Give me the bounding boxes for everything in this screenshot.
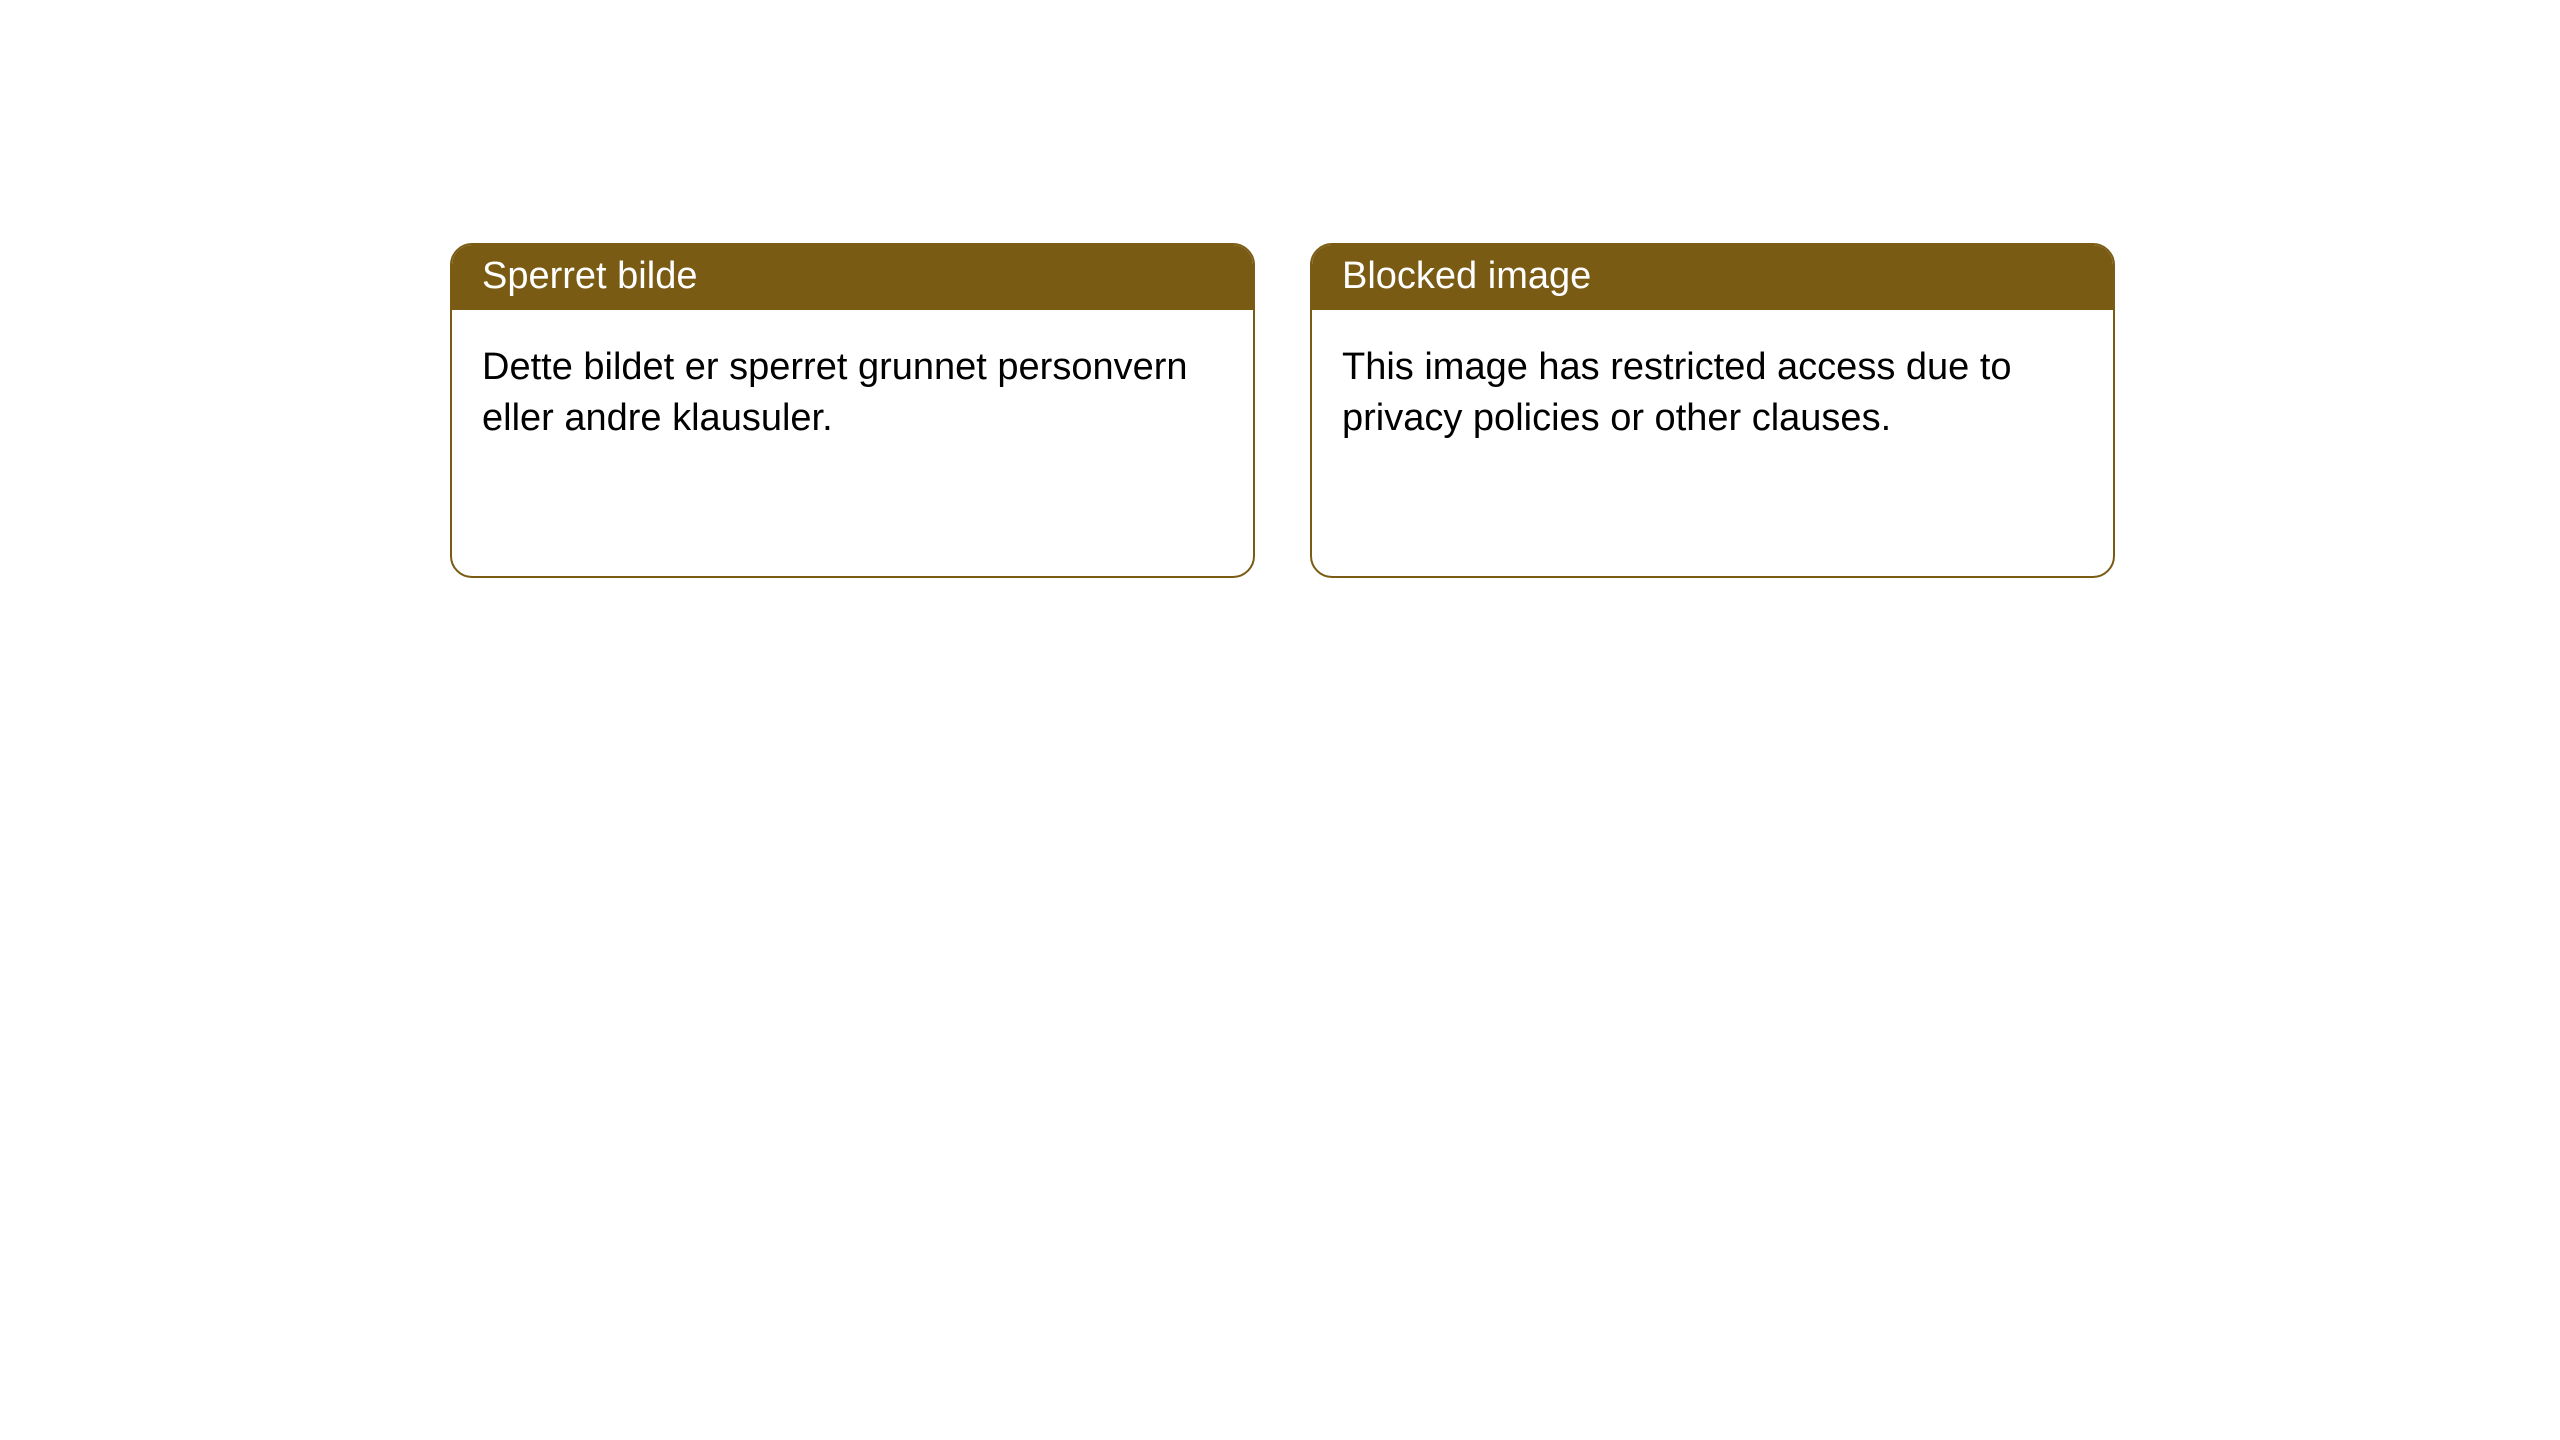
blocked-image-card-en: Blocked image This image has restricted …	[1310, 243, 2115, 578]
notice-cards-container: Sperret bilde Dette bildet er sperret gr…	[450, 243, 2115, 578]
card-header-en: Blocked image	[1312, 245, 2113, 310]
blocked-image-card-no: Sperret bilde Dette bildet er sperret gr…	[450, 243, 1255, 578]
card-header-no: Sperret bilde	[452, 245, 1253, 310]
card-body-no: Dette bildet er sperret grunnet personve…	[452, 310, 1253, 477]
card-body-en: This image has restricted access due to …	[1312, 310, 2113, 477]
